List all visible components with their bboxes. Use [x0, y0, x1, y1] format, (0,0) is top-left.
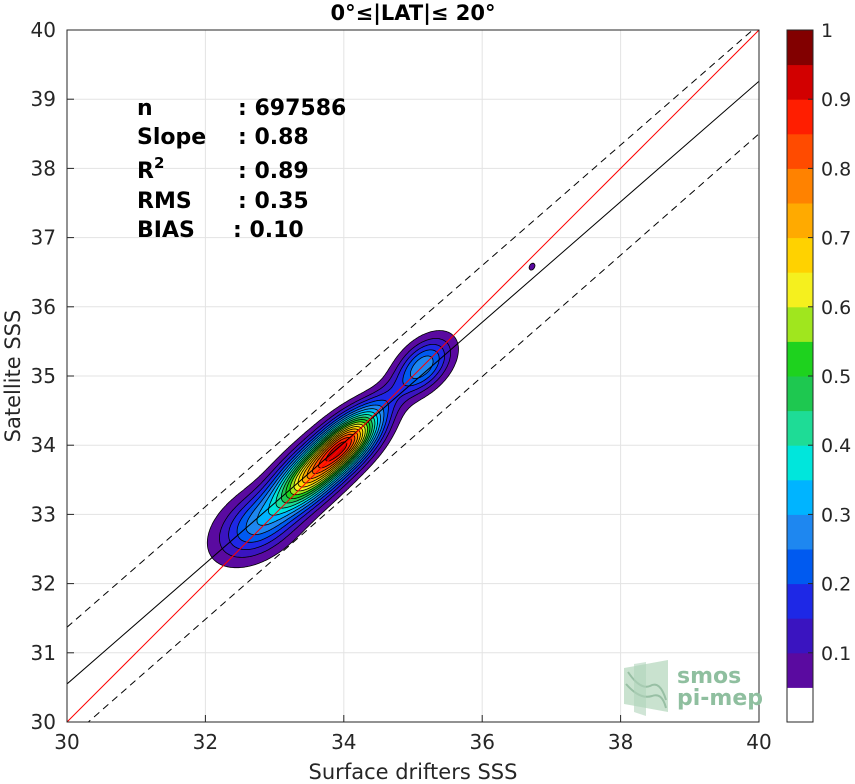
colorbar-segment [787, 514, 813, 550]
colorbar-segment [787, 306, 813, 342]
colorbar-segment [787, 99, 813, 135]
colorbar-segment [787, 272, 813, 308]
stat-bias-label: BIAS [137, 218, 195, 243]
stat-n-label: n [137, 96, 153, 121]
y-tick-label: 33 [31, 502, 56, 526]
reference-lines [67, 30, 759, 722]
x-tick-label: 40 [746, 730, 771, 754]
colorbar-segment [787, 549, 813, 585]
colorbar-tick-label: 1 [821, 20, 833, 42]
y-tick-label: 36 [31, 295, 56, 319]
colorbar [787, 30, 813, 723]
y-tick-label: 34 [31, 433, 56, 457]
colorbar-segment [787, 479, 813, 515]
lower-rms-dashed-line [87, 133, 759, 722]
colorbar-segment [787, 583, 813, 619]
x-axis-label: Surface drifters SSS [309, 760, 518, 784]
x-tick-label: 32 [193, 730, 218, 754]
stat-r2-letter: R [137, 159, 154, 184]
stat-slope-value: : 0.88 [238, 125, 309, 150]
density-contours [206, 262, 536, 569]
colorbar-segment [787, 687, 813, 723]
x-tick-label: 36 [469, 730, 494, 754]
colorbar-segment [787, 203, 813, 239]
colorbar-tick-label: 0.3 [821, 504, 851, 526]
logo-wave-icon [624, 660, 668, 716]
stat-n-value: : 697586 [238, 96, 346, 121]
upper-rms-dashed-line [67, 30, 754, 628]
colorbar-segment [787, 341, 813, 377]
colorbar-tick-label: 0.5 [821, 366, 851, 388]
y-axis-label: Satellite SSS [1, 310, 25, 443]
colorbar-segment [787, 445, 813, 481]
x-tick-label: 30 [54, 730, 79, 754]
y-tick-label: 39 [31, 87, 56, 111]
stat-slope-label: Slope [137, 125, 206, 150]
stat-rms-value: : 0.35 [238, 189, 309, 214]
stat-r2-sup: 2 [154, 154, 164, 172]
colorbar-segment [787, 376, 813, 412]
chart-title: 0°≤|LAT|≤ 20° [330, 1, 495, 26]
colorbar-tick-label: 0.8 [821, 158, 851, 180]
colorbar-segment [787, 133, 813, 169]
colorbar-tick-label: 0.4 [821, 435, 851, 457]
regression-line [67, 80, 759, 685]
y-tick-label: 32 [31, 572, 56, 596]
y-tick-label: 38 [31, 156, 56, 180]
stats-block: n : 697586 Slope : 0.88 R2 : 0.89 RMS : … [137, 96, 346, 243]
colorbar-segment [787, 237, 813, 273]
y-tick-label: 37 [31, 226, 56, 250]
colorbar-segment [787, 618, 813, 654]
x-tick-label: 38 [608, 730, 633, 754]
identity-line [67, 30, 759, 722]
stat-r2-value: : 0.89 [238, 159, 309, 184]
colorbar-tick-label: 0.7 [821, 228, 851, 250]
colorbar-ticks: 0.1 0.2 0.3 0.4 0.5 0.6 0.7 0.8 0.9 1 [808, 20, 851, 665]
y-tick-label: 40 [31, 18, 56, 42]
colorbar-segment [787, 168, 813, 204]
axis-ticks: 30 32 34 36 38 40 30 31 32 33 34 35 36 37 38 39 40 [31, 18, 772, 754]
colorbar-tick-label: 0.1 [821, 643, 851, 665]
x-tick-label: 34 [331, 730, 356, 754]
colorbar-segment [787, 64, 813, 100]
stat-r2-label: R2 [137, 154, 164, 184]
stat-bias-value: : 0.10 [233, 218, 304, 243]
y-tick-label: 30 [31, 710, 56, 734]
colorbar-segment [787, 652, 813, 688]
logo-text-pi-mep: pi-mep [677, 686, 763, 711]
colorbar-segment [787, 30, 813, 66]
y-tick-label: 35 [31, 364, 56, 388]
colorbar-tick-label: 0.6 [821, 297, 851, 319]
colorbar-tick-label: 0.9 [821, 89, 851, 111]
smos-pi-mep-logo: smos pi-mep [624, 660, 763, 716]
stat-rms-label: RMS [137, 189, 192, 214]
logo-text-smos: smos [677, 664, 741, 689]
y-tick-label: 31 [31, 641, 56, 665]
colorbar-segment [787, 410, 813, 446]
colorbar-tick-label: 0.2 [821, 574, 851, 596]
